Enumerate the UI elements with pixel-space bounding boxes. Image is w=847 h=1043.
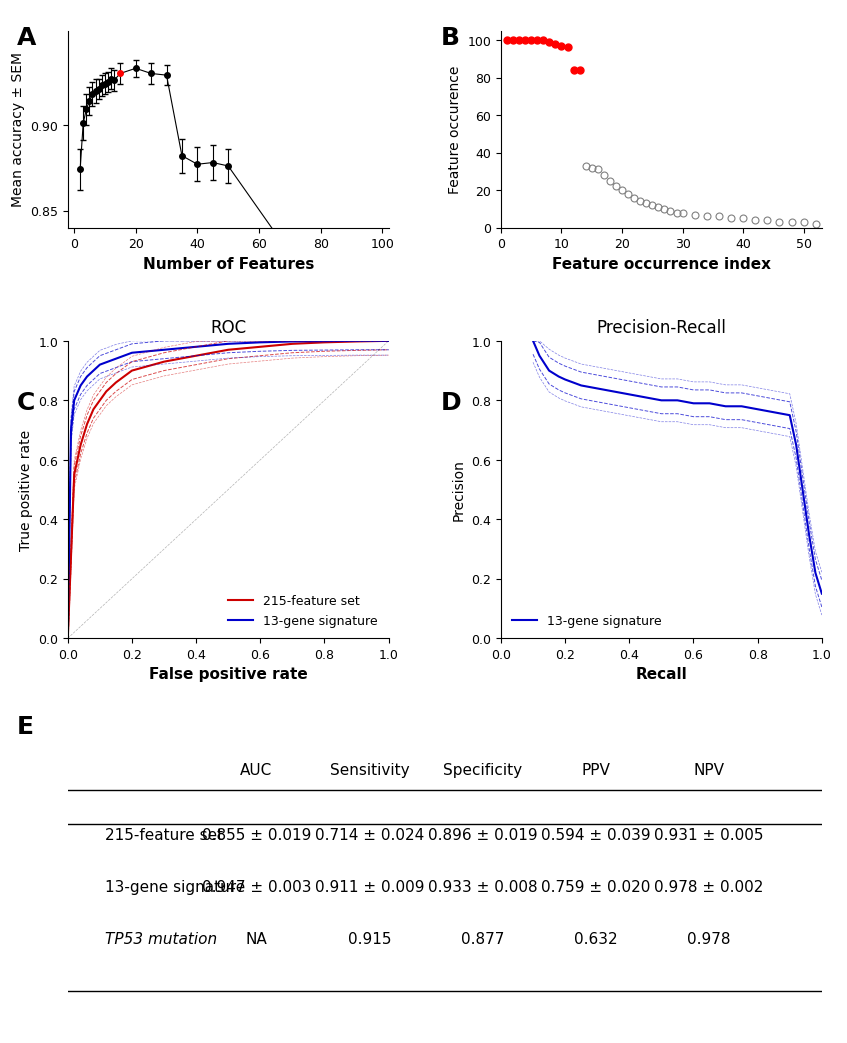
X-axis label: False positive rate: False positive rate [149, 666, 307, 682]
Text: AUC: AUC [240, 762, 273, 778]
Text: 0.759 ± 0.020: 0.759 ± 0.020 [540, 879, 650, 895]
Text: 0.931 ± 0.005: 0.931 ± 0.005 [654, 827, 763, 843]
Y-axis label: Feature occurence: Feature occurence [448, 66, 462, 194]
Text: 0.933 ± 0.008: 0.933 ± 0.008 [428, 879, 537, 895]
Legend: 215-feature set, 13-gene signature: 215-feature set, 13-gene signature [223, 590, 382, 632]
Title: ROC: ROC [210, 319, 246, 337]
Text: NPV: NPV [693, 762, 724, 778]
Text: Sensitivity: Sensitivity [329, 762, 409, 778]
X-axis label: Feature occurrence index: Feature occurrence index [551, 257, 771, 271]
Text: 0.714 ± 0.024: 0.714 ± 0.024 [315, 827, 424, 843]
X-axis label: Number of Features: Number of Features [142, 257, 313, 271]
Text: PPV: PPV [581, 762, 610, 778]
Y-axis label: Precision: Precision [451, 459, 466, 520]
Text: E: E [17, 714, 34, 738]
Text: Specificity: Specificity [443, 762, 522, 778]
Text: B: B [440, 26, 459, 50]
Text: 0.855 ± 0.019: 0.855 ± 0.019 [202, 827, 311, 843]
Text: 215-feature set: 215-feature set [105, 827, 224, 843]
Text: 0.877: 0.877 [461, 931, 504, 946]
Title: Precision-Recall: Precision-Recall [596, 319, 726, 337]
Text: 0.594 ± 0.039: 0.594 ± 0.039 [540, 827, 650, 843]
Text: NA: NA [246, 931, 267, 946]
Text: 0.915: 0.915 [347, 931, 391, 946]
Text: 0.978 ± 0.002: 0.978 ± 0.002 [654, 879, 763, 895]
Text: 0.911 ± 0.009: 0.911 ± 0.009 [314, 879, 424, 895]
Text: C: C [17, 391, 36, 415]
Text: 0.947 ± 0.003: 0.947 ± 0.003 [202, 879, 311, 895]
Legend: 13-gene signature: 13-gene signature [507, 609, 667, 632]
Text: 13-gene signature: 13-gene signature [105, 879, 246, 895]
Text: D: D [440, 391, 461, 415]
Text: TP53 mutation: TP53 mutation [105, 931, 218, 946]
Text: 0.632: 0.632 [573, 931, 617, 946]
Text: 0.896 ± 0.019: 0.896 ± 0.019 [428, 827, 537, 843]
Y-axis label: True positive rate: True positive rate [19, 430, 32, 551]
X-axis label: Recall: Recall [635, 666, 687, 682]
Y-axis label: Mean accuracy ± SEM: Mean accuracy ± SEM [10, 52, 25, 208]
Text: A: A [17, 26, 36, 50]
Text: 0.978: 0.978 [687, 931, 730, 946]
